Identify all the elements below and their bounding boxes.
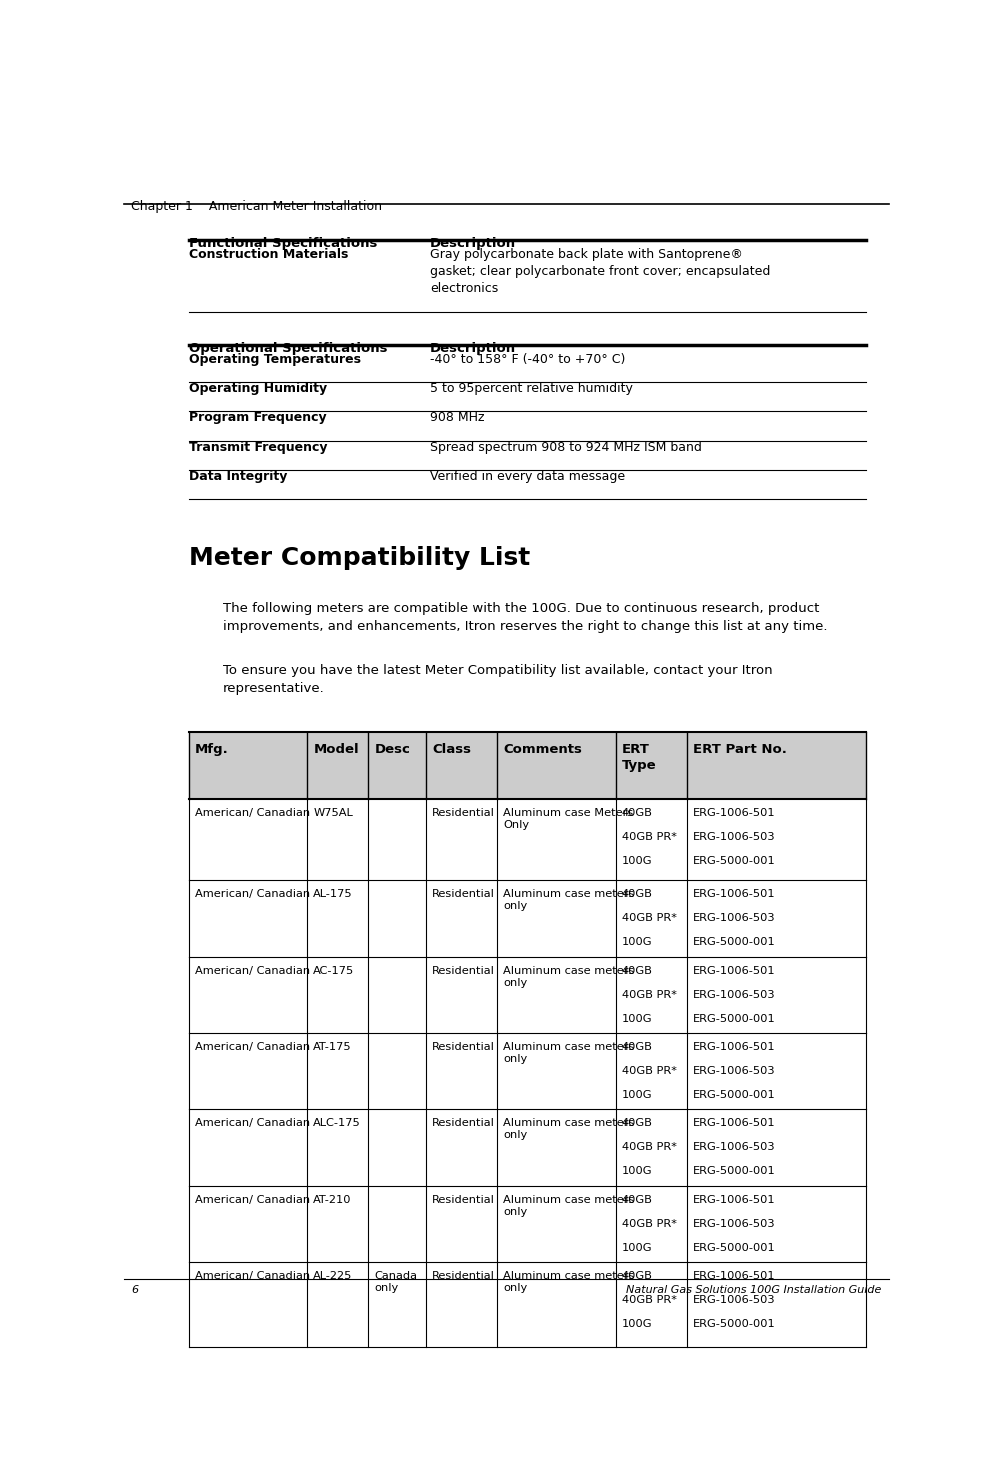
- Text: Aluminum case meters
only: Aluminum case meters only: [503, 889, 634, 911]
- Text: 40GB

40GB PR*

100G: 40GB 40GB PR* 100G: [621, 1272, 677, 1329]
- Text: ERG-1006-501

ERG-1006-503

ERG-5000-001: ERG-1006-501 ERG-1006-503 ERG-5000-001: [693, 1272, 776, 1329]
- Bar: [189, 731, 866, 799]
- Text: 40GB

40GB PR*

100G: 40GB 40GB PR* 100G: [621, 1118, 677, 1177]
- Text: Program Frequency: Program Frequency: [189, 412, 326, 425]
- Text: AC-175: AC-175: [313, 965, 355, 975]
- Text: Canada
only: Canada only: [374, 1272, 417, 1294]
- Text: Operational Specifications: Operational Specifications: [189, 342, 387, 355]
- Text: 5 to 95percent relative humidity: 5 to 95percent relative humidity: [430, 383, 632, 396]
- Text: 40GB

40GB PR*

100G: 40GB 40GB PR* 100G: [621, 1194, 677, 1253]
- Text: AT-175: AT-175: [313, 1042, 352, 1053]
- Text: ERG-1006-501

ERG-1006-503

ERG-5000-001: ERG-1006-501 ERG-1006-503 ERG-5000-001: [693, 965, 776, 1023]
- Text: W75AL: W75AL: [313, 809, 353, 818]
- Text: Gray polycarbonate back plate with Santoprene®
gasket; clear polycarbonate front: Gray polycarbonate back plate with Santo…: [430, 248, 771, 295]
- Text: Residential: Residential: [432, 1194, 495, 1204]
- Text: Residential: Residential: [432, 809, 495, 818]
- Text: ERT
Type: ERT Type: [621, 743, 656, 772]
- Text: Aluminum case meters
only: Aluminum case meters only: [503, 1118, 634, 1140]
- Text: Aluminum case meters
only: Aluminum case meters only: [503, 1272, 634, 1294]
- Text: American/ Canadian: American/ Canadian: [195, 1042, 310, 1053]
- Text: Description: Description: [430, 342, 516, 355]
- Text: 40GB

40GB PR*

100G: 40GB 40GB PR* 100G: [621, 889, 677, 948]
- Text: Spread spectrum 908 to 924 MHz ISM band: Spread spectrum 908 to 924 MHz ISM band: [430, 441, 701, 454]
- Text: ERG-1006-501

ERG-1006-503

ERG-5000-001: ERG-1006-501 ERG-1006-503 ERG-5000-001: [693, 809, 776, 866]
- Text: Comments: Comments: [503, 743, 582, 756]
- Text: Residential: Residential: [432, 1042, 495, 1053]
- Text: AT-210: AT-210: [313, 1194, 352, 1204]
- Text: ERG-1006-501

ERG-1006-503

ERG-5000-001: ERG-1006-501 ERG-1006-503 ERG-5000-001: [693, 889, 776, 948]
- Text: Mfg.: Mfg.: [195, 743, 228, 756]
- Text: ERT Part No.: ERT Part No.: [693, 743, 786, 756]
- Text: ERG-1006-501

ERG-1006-503

ERG-5000-001: ERG-1006-501 ERG-1006-503 ERG-5000-001: [693, 1042, 776, 1099]
- Text: 908 MHz: 908 MHz: [430, 412, 484, 425]
- Text: Verified in every data message: Verified in every data message: [430, 470, 624, 483]
- Text: To ensure you have the latest Meter Compatibility list available, contact your I: To ensure you have the latest Meter Comp…: [223, 664, 773, 695]
- Text: Chapter 1    American Meter Installation: Chapter 1 American Meter Installation: [131, 200, 382, 213]
- Text: Aluminum case meters
only: Aluminum case meters only: [503, 1042, 634, 1064]
- Text: American/ Canadian: American/ Canadian: [195, 809, 310, 818]
- Text: Residential: Residential: [432, 1118, 495, 1129]
- Text: Description: Description: [430, 237, 516, 250]
- Text: American/ Canadian: American/ Canadian: [195, 1272, 310, 1282]
- Text: -40° to 158° F (-40° to +70° C): -40° to 158° F (-40° to +70° C): [430, 353, 625, 366]
- Text: ERG-1006-501

ERG-1006-503

ERG-5000-001: ERG-1006-501 ERG-1006-503 ERG-5000-001: [693, 1118, 776, 1177]
- Text: American/ Canadian: American/ Canadian: [195, 889, 310, 899]
- Text: American/ Canadian: American/ Canadian: [195, 965, 310, 975]
- Text: Operating Humidity: Operating Humidity: [189, 383, 327, 396]
- Text: Residential: Residential: [432, 1272, 495, 1282]
- Text: 40GB

40GB PR*

100G: 40GB 40GB PR* 100G: [621, 965, 677, 1023]
- Text: American/ Canadian: American/ Canadian: [195, 1194, 310, 1204]
- Text: AL-175: AL-175: [313, 889, 353, 899]
- Text: AL-225: AL-225: [313, 1272, 353, 1282]
- Text: Operating Temperatures: Operating Temperatures: [189, 353, 361, 366]
- Text: 40GB

40GB PR*

100G: 40GB 40GB PR* 100G: [621, 1042, 677, 1099]
- Text: American/ Canadian: American/ Canadian: [195, 1118, 310, 1129]
- Text: Meter Compatibility List: Meter Compatibility List: [189, 546, 530, 571]
- Text: Aluminum case Meters
Only: Aluminum case Meters Only: [503, 809, 633, 831]
- Text: Aluminum case meters
only: Aluminum case meters only: [503, 1194, 634, 1216]
- Text: Data Integrity: Data Integrity: [189, 470, 287, 483]
- Text: Residential: Residential: [432, 965, 495, 975]
- Text: The following meters are compatible with the 100G. Due to continuous research, p: The following meters are compatible with…: [223, 603, 828, 634]
- Text: Functional Specifications: Functional Specifications: [189, 237, 377, 250]
- Text: Transmit Frequency: Transmit Frequency: [189, 441, 327, 454]
- Text: Class: Class: [432, 743, 471, 756]
- Text: Aluminum case meters
only: Aluminum case meters only: [503, 965, 634, 987]
- Text: Construction Materials: Construction Materials: [189, 248, 348, 261]
- Text: ALC-175: ALC-175: [313, 1118, 361, 1129]
- Text: 40GB

40GB PR*

100G: 40GB 40GB PR* 100G: [621, 809, 677, 866]
- Text: Model: Model: [313, 743, 359, 756]
- Text: ERG-1006-501

ERG-1006-503

ERG-5000-001: ERG-1006-501 ERG-1006-503 ERG-5000-001: [693, 1194, 776, 1253]
- Text: Natural Gas Solutions 100G Installation Guide: Natural Gas Solutions 100G Installation …: [626, 1285, 881, 1295]
- Text: Desc: Desc: [374, 743, 410, 756]
- Text: 6: 6: [131, 1285, 138, 1295]
- Text: Residential: Residential: [432, 889, 495, 899]
